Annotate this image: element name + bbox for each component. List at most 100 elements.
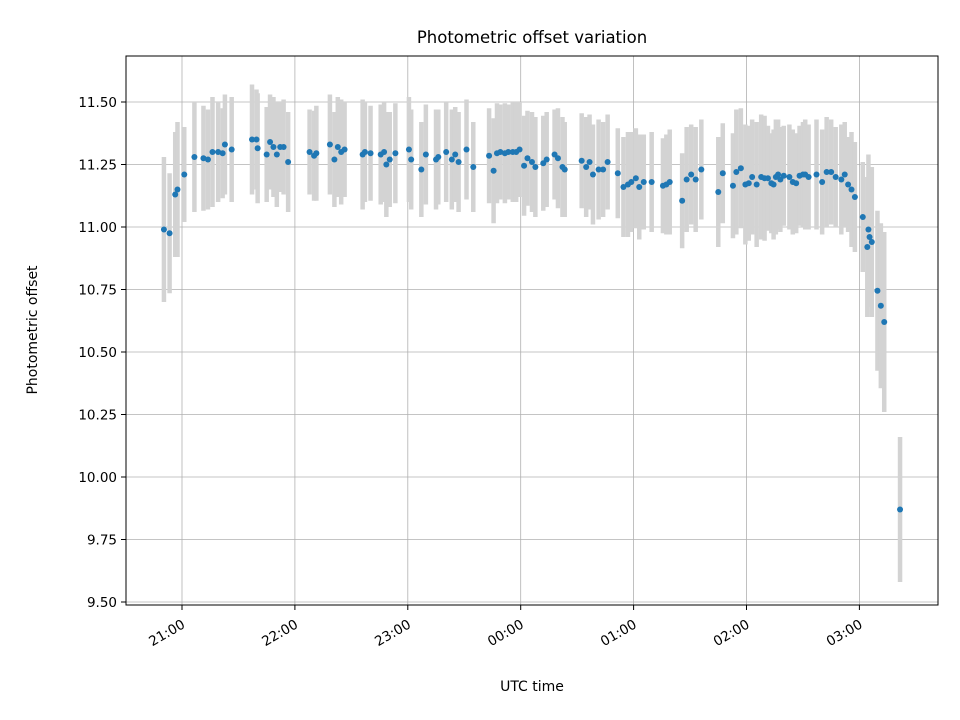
data-point	[640, 179, 647, 185]
data-point	[865, 226, 872, 233]
data-point	[874, 287, 881, 294]
data-point	[367, 150, 374, 157]
y-tick-label: 9.50	[87, 595, 117, 611]
y-tick-label: 11.00	[78, 220, 117, 236]
data-point	[737, 165, 744, 172]
data-point	[386, 156, 393, 163]
data-point	[813, 171, 820, 178]
data-point	[753, 181, 760, 188]
x-tick-label: 02:00	[711, 617, 753, 650]
x-tick-label: 01:00	[598, 617, 640, 650]
data-point	[698, 166, 705, 173]
data-point	[408, 156, 415, 163]
y-tick-label: 11.50	[78, 95, 117, 111]
data-point	[532, 164, 539, 170]
data-point	[285, 159, 292, 165]
data-point	[516, 146, 523, 153]
data-point	[341, 146, 348, 153]
data-point	[866, 234, 873, 240]
data-point	[780, 172, 787, 179]
y-tick-label: 10.75	[78, 283, 117, 299]
data-point	[805, 174, 812, 180]
data-point	[793, 180, 800, 187]
data-point	[174, 186, 181, 193]
data-point	[326, 141, 333, 148]
data-point	[838, 176, 845, 183]
data-point	[683, 176, 690, 183]
data-point	[620, 184, 627, 190]
data-point	[486, 152, 493, 159]
x-tick-label: 22:00	[259, 617, 301, 650]
data-point	[897, 506, 904, 513]
data-point	[215, 149, 222, 155]
data-point	[823, 169, 830, 175]
data-point	[418, 166, 425, 173]
data-point	[253, 136, 260, 143]
data-point	[733, 169, 740, 175]
data-point	[632, 175, 639, 182]
data-point	[209, 149, 216, 155]
data-point	[859, 214, 866, 220]
data-point	[263, 151, 270, 158]
y-axis-label: Photometric offset	[25, 265, 41, 395]
data-point	[448, 156, 455, 163]
data-point	[383, 161, 390, 168]
data-point	[273, 151, 280, 158]
data-point	[600, 166, 607, 173]
data-point	[204, 156, 211, 163]
data-point	[636, 184, 643, 190]
x-tick-label: 23:00	[372, 617, 414, 650]
data-point	[864, 244, 871, 250]
data-point	[868, 239, 875, 245]
data-point	[628, 179, 635, 185]
data-point	[497, 149, 504, 155]
data-point	[228, 146, 235, 153]
data-point	[666, 179, 673, 185]
data-point	[729, 182, 736, 189]
data-point	[313, 150, 320, 157]
data-point	[832, 174, 839, 180]
data-point	[648, 179, 655, 185]
data-point	[583, 164, 590, 170]
data-point	[764, 175, 771, 182]
data-point	[586, 159, 593, 165]
y-tick-label: 9.75	[87, 533, 117, 549]
data-point	[270, 144, 277, 150]
data-point	[688, 171, 695, 178]
data-point	[554, 155, 561, 162]
data-point	[604, 159, 611, 165]
plot-frame	[125, 55, 939, 606]
data-point	[361, 149, 368, 155]
data-point	[160, 226, 167, 233]
data-point	[181, 171, 188, 178]
data-point	[614, 170, 621, 177]
data-point	[381, 149, 388, 155]
data-point	[435, 154, 442, 160]
y-tick-label: 10.25	[78, 408, 117, 424]
data-point	[848, 186, 855, 193]
data-point	[452, 151, 459, 158]
data-point	[845, 181, 852, 188]
data-point	[692, 176, 699, 183]
data-point	[521, 162, 528, 169]
data-point	[172, 191, 179, 198]
data-point	[248, 136, 255, 143]
data-point	[505, 149, 512, 155]
data-point	[334, 144, 341, 150]
data-point	[877, 302, 884, 309]
data-point	[881, 319, 888, 325]
x-tick-label: 03:00	[824, 617, 866, 650]
data-points	[160, 136, 904, 513]
chart-title: Photometric offset variation	[417, 28, 647, 47]
data-point	[166, 230, 173, 237]
data-point	[561, 166, 568, 173]
data-point	[679, 197, 686, 204]
y-tick-label: 11.25	[78, 158, 117, 174]
data-point	[267, 139, 274, 145]
data-point	[819, 179, 826, 185]
data-point	[786, 174, 793, 180]
data-point	[392, 150, 399, 157]
data-point	[770, 181, 777, 188]
data-point	[463, 146, 470, 153]
